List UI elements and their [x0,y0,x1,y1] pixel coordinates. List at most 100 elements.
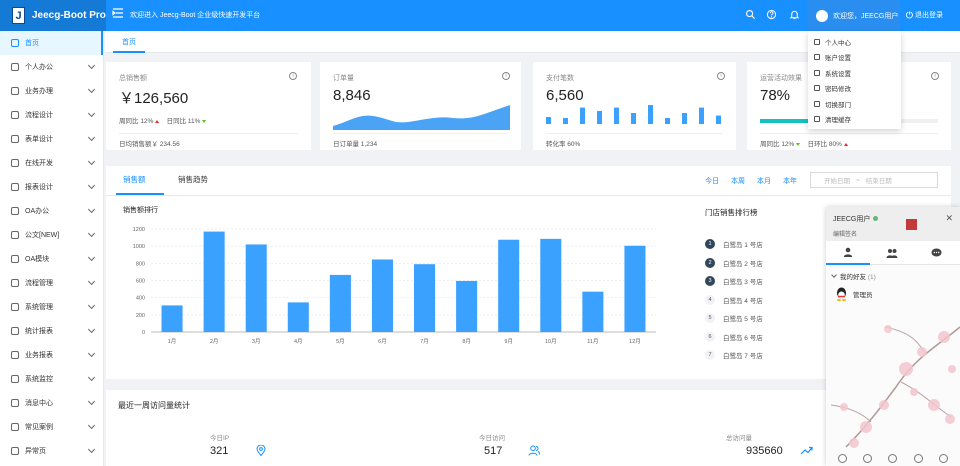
sales-bar[interactable] [414,264,436,332]
bell-icon[interactable] [789,9,800,20]
user-menu-item[interactable]: 系统设置 [808,65,901,81]
seal-icon [906,219,917,230]
sidebar-item[interactable]: OA模块 [0,247,103,271]
sidebar-item[interactable]: 个人办公 [0,55,103,79]
menu-item-icon [11,207,19,215]
info-icon[interactable]: i [289,72,297,80]
card-title: 支付笔数 [546,75,574,82]
mini-bar [682,113,687,124]
rank-number: 7 [705,350,715,360]
sidebar-item[interactable]: 首页 [0,31,103,55]
divider [333,133,508,134]
sales-bar[interactable] [540,238,562,332]
tab-bar: 首页 [105,31,960,53]
user-menu-label: 账户设置 [825,55,851,63]
chevron-down-icon [87,277,96,286]
sales-bar[interactable] [329,274,351,332]
period-month[interactable]: 本月 [757,178,771,185]
sidebar-item[interactable]: 报表设计 [0,175,103,199]
tab-groups[interactable] [870,241,914,265]
sidebar-item[interactable]: 常见案例 [0,415,103,439]
sidebar-item[interactable]: 公文[NEW] [0,223,103,247]
shirt-icon[interactable] [913,453,923,463]
info-icon[interactable]: i [931,72,939,80]
info-icon[interactable]: i [502,72,510,80]
help-icon[interactable] [766,9,777,20]
sidebar-item[interactable]: 表单设计 [0,127,103,151]
blossom-background [830,325,960,448]
wow-value: 12% [140,118,154,125]
dod-value: 80% [828,141,842,148]
date-range-picker[interactable]: 开始日期 ~ 结束日期 [810,172,938,188]
close-icon[interactable]: ✕ [945,213,953,223]
menu-item-icon [11,279,19,287]
sidebar-item[interactable]: OA办公 [0,199,103,223]
tab-sales[interactable]: 销售额 [123,175,146,184]
trend-icon [800,446,813,455]
user-menu-item[interactable]: 清理缓存 [808,112,901,128]
tab-sales-trend[interactable]: 销售趋势 [178,175,208,184]
edit-signature[interactable]: 编辑签名 [833,232,858,238]
user-menu-item[interactable]: 切换部门 [808,96,901,112]
logo[interactable]: J Jeecg-Boot Pro [0,0,106,31]
sidebar-item[interactable]: 在线开发 [0,151,103,175]
friend-group[interactable]: 我的好友 (1) [831,271,876,281]
sales-bar[interactable] [498,239,520,332]
sales-bar[interactable] [456,280,478,332]
sidebar-item[interactable]: 业务报表 [0,343,103,367]
sidebar-item[interactable]: 流程设计 [0,103,103,127]
sidebar-item[interactable]: 系统管理 [0,295,103,319]
user-menu-label: 切换部门 [825,101,851,109]
sidebar-item[interactable]: 系统监控 [0,367,103,391]
sales-bar[interactable] [582,291,604,332]
tab-home[interactable]: 首页 [113,33,145,53]
end-date-input[interactable]: 结束日期 [865,178,892,185]
sales-bar[interactable] [371,259,393,332]
menu-fold-icon[interactable] [112,7,124,19]
info-icon[interactable]: i [717,72,725,80]
sidebar: 首页 个人办公 业务办理 流程设计 表单设计 在线开发 报表设计 OA办公 公文[NEW] OA模… [0,31,104,466]
tab-history[interactable] [914,241,958,265]
user-menu-item[interactable]: 密码修改 [808,81,901,97]
sales-bar[interactable] [245,244,267,332]
period-year[interactable]: 本年 [783,178,797,185]
period-week[interactable]: 本周 [731,178,745,185]
search-icon[interactable] [838,453,848,463]
sidebar-item[interactable]: 消息中心 [0,391,103,415]
start-date-input[interactable]: 开始日期 [824,178,850,185]
logout-label: 退出登录 [915,12,943,19]
sales-bar[interactable] [203,231,225,332]
wow-label: 周同比 [760,141,780,148]
sidebar-item[interactable]: 异常页 [0,439,103,463]
logout-button[interactable]: 退出登录 [905,10,943,20]
user-menu-trigger[interactable]: 欢迎您，JEECG用户 [808,0,900,31]
chevron-down-icon [87,133,96,142]
period-today[interactable]: 今日 [705,178,719,185]
rank-number: 5 [705,313,715,323]
menu-item-icon [11,351,19,359]
friend-item[interactable]: 管理员 [835,287,873,301]
user-menu-label: 系统设置 [825,70,851,78]
user-menu-item[interactable]: 账户设置 [808,50,901,66]
user-menu-item[interactable]: 个人中心 [808,34,901,50]
ranking-title: 门店销售排行榜 [705,208,758,217]
sidebar-item[interactable]: 流程管理 [0,271,103,295]
range-separator: ~ [856,176,860,184]
sales-bar[interactable] [624,245,646,332]
rank-number: 6 [705,331,715,342]
up-arrow-icon [843,143,848,146]
sidebar-item[interactable]: 统计报表 [0,319,103,343]
info-icon[interactable] [938,453,948,463]
sales-bar[interactable] [287,302,309,332]
sales-bar[interactable] [161,305,183,332]
search-icon[interactable] [745,9,756,20]
rank-number: 3 [705,276,715,286]
daily-sales: 日均销售额￥ 234.56 [119,141,180,148]
sidebar-item[interactable]: 业务办理 [0,79,103,103]
dod-label: 日环比 [807,141,828,148]
volume-icon[interactable] [863,453,873,463]
sidebar-item-label: 系统管理 [25,304,53,311]
tab-friends[interactable] [826,241,870,265]
plus-icon[interactable] [888,453,898,463]
chevron-down-icon [87,421,96,430]
